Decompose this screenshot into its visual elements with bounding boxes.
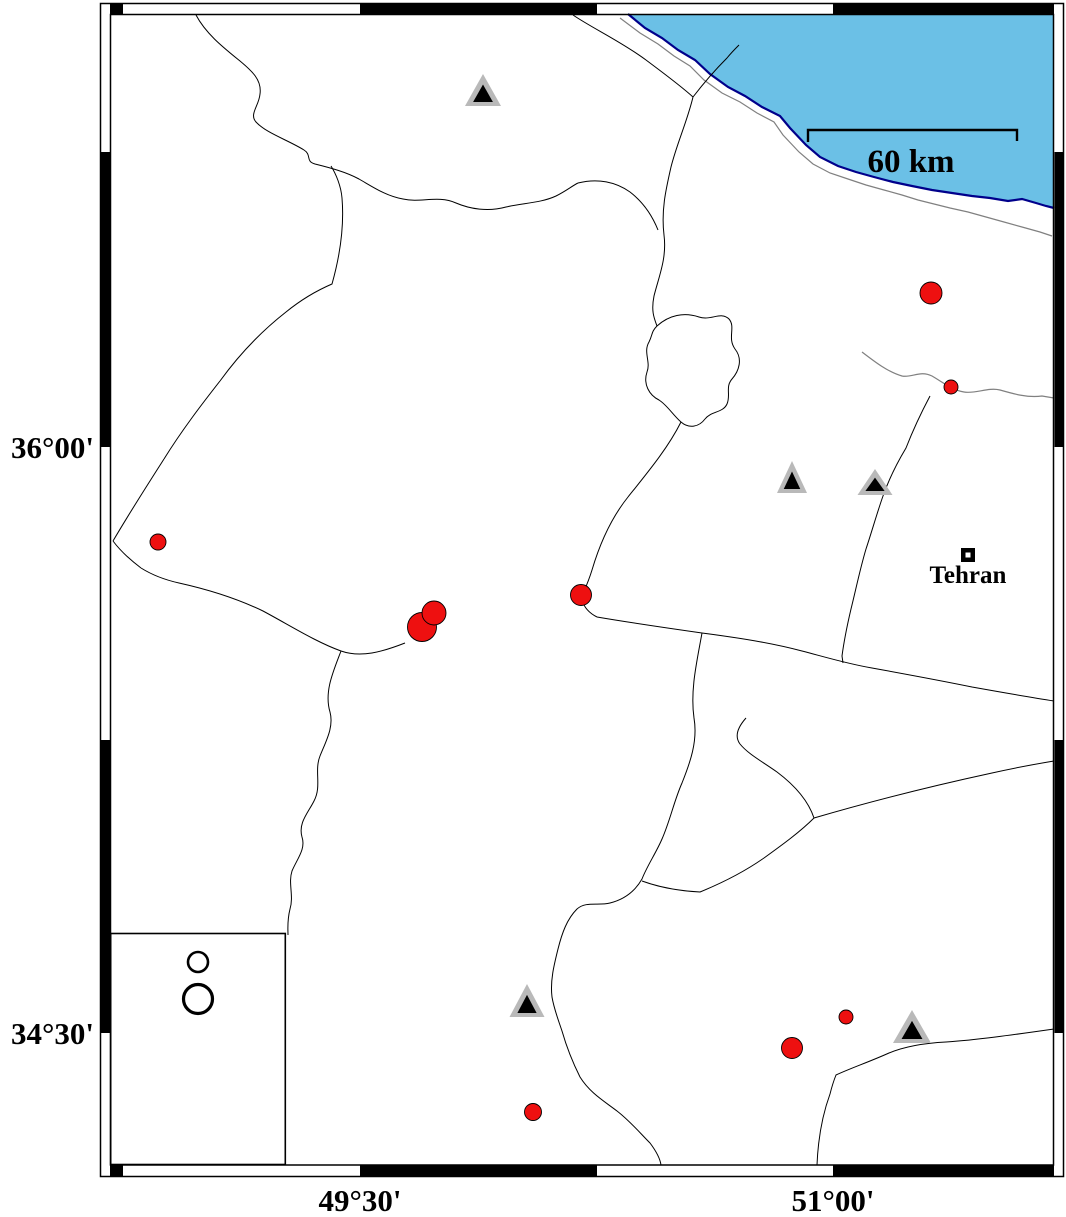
frame-band-bottom — [833, 1165, 1054, 1177]
boundary-line — [692, 44, 740, 98]
frame-inner — [109, 13, 1055, 1166]
city-label: Tehran — [930, 562, 1007, 589]
scale-bar-bracket — [806, 128, 1019, 142]
frame-band-bottom — [360, 1165, 597, 1177]
boundary-line — [163, 165, 344, 460]
frame-band-left — [101, 152, 110, 447]
station-triangle-marker — [857, 469, 893, 495]
boundary-line — [645, 314, 740, 427]
legend-box — [109, 932, 287, 1166]
boundary-line — [551, 632, 703, 1166]
boundary-line — [287, 650, 342, 936]
station-triangle-inner — [517, 994, 537, 1013]
frame-band-left — [101, 740, 110, 1033]
boundary-lines — [112, 14, 1055, 1166]
boundary-line — [577, 180, 659, 231]
station-triangle-inner — [473, 84, 493, 102]
city-square-inner — [965, 552, 971, 558]
frame-band-bottom — [110, 1165, 123, 1177]
frame-band-right — [1054, 152, 1064, 447]
frame-band-top — [833, 4, 1054, 14]
axis-label-longitude: 49°30' — [318, 1183, 401, 1217]
earthquake-marker — [943, 379, 959, 395]
legend-magnitude-symbol — [181, 982, 215, 1016]
boundary-line — [195, 14, 579, 211]
axis-label-latitude: 36°00' — [11, 430, 94, 465]
boundary-line — [841, 395, 931, 664]
coastline — [627, 13, 1055, 210]
boundary-line — [112, 458, 165, 542]
station-markers — [465, 74, 931, 1043]
gray-line — [619, 17, 1053, 237]
scale-bar-label: 60 km — [867, 144, 954, 180]
legend-magnitude-symbol — [186, 950, 210, 974]
frame-band-right — [1054, 740, 1064, 1033]
boundary-line — [641, 717, 815, 893]
boundary-line — [652, 96, 694, 327]
earthquake-markers — [149, 281, 959, 1121]
sea-fill — [628, 14, 1054, 208]
boundary-line — [596, 616, 1055, 702]
boundary-line — [581, 421, 682, 597]
axis-label-longitude: 51°00' — [791, 1183, 874, 1217]
boundary-line — [112, 540, 142, 569]
earthquake-marker — [570, 584, 592, 606]
earthquake-marker — [781, 1037, 803, 1059]
frame-outer — [99, 2, 1065, 1178]
earthquake-marker — [149, 533, 167, 551]
earthquake-marker — [421, 600, 447, 626]
boundary-line — [140, 567, 406, 655]
station-triangle-marker — [893, 1010, 931, 1043]
earthquake-marker — [524, 1103, 542, 1121]
axis-label-latitude: 34°30' — [11, 1016, 94, 1051]
station-triangle-inner — [901, 1020, 923, 1039]
earthquake-marker — [919, 281, 943, 305]
boundary-line — [816, 1028, 1055, 1166]
earthquake-marker — [838, 1009, 854, 1025]
station-triangle-marker — [465, 74, 501, 106]
scale-bar: 60 km — [806, 128, 1019, 180]
axis-labels: 36°00' 34°30' 49°30' 51°00' — [11, 430, 875, 1217]
station-triangle-inner — [783, 471, 801, 489]
station-triangle-marker — [777, 461, 807, 493]
station-triangle-marker — [509, 984, 545, 1017]
boundary-line — [572, 14, 694, 98]
caspian-sea — [627, 13, 1055, 210]
frame-tick-bands — [101, 4, 1064, 1177]
frame-band-top — [110, 4, 123, 14]
station-triangle-inner — [865, 477, 885, 491]
gray-line — [861, 351, 1055, 399]
boundary-line — [813, 760, 1055, 819]
city-marker-tehran: Tehran — [930, 548, 1007, 589]
legend-symbols — [181, 950, 215, 1016]
frame-band-top — [360, 4, 597, 14]
